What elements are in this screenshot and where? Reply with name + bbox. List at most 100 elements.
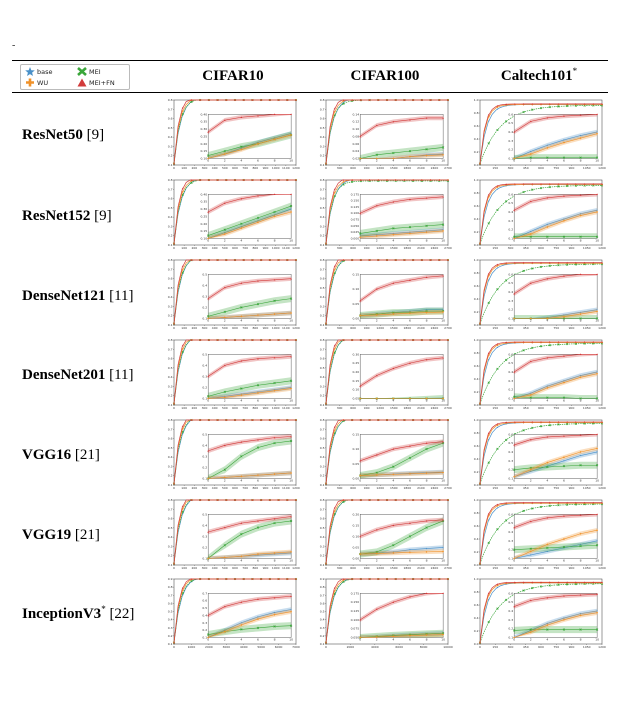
x-tick-label: 300: [202, 246, 208, 250]
main-point-mei-fn: [386, 259, 388, 261]
main-point-mei: [190, 579, 193, 583]
main-point-mei-fn: [190, 339, 193, 341]
x-tick-label: 1200: [292, 326, 300, 330]
x-tick-label: 800: [252, 246, 258, 250]
x-tick-label: 600: [232, 246, 238, 250]
inset-y-tick-label: 0.1: [508, 237, 513, 241]
inset-y-tick-label: 0.30: [200, 127, 207, 131]
main-point-mei: [342, 580, 345, 584]
main-point-mei: [557, 423, 560, 426]
inset-point-mei: [289, 439, 293, 443]
row-label-resnet152: ResNet152 [9]: [22, 208, 112, 224]
inset-point-mei: [513, 395, 516, 398]
main-point-mei-fn: [557, 581, 560, 583]
y-tick-label: 1.0: [474, 498, 479, 502]
main-point-mei-fn: [522, 501, 525, 504]
inset-y-tick-label: 0.1: [202, 397, 207, 401]
main-point-mei-fn: [251, 499, 254, 501]
inset-point-wu: [290, 312, 293, 314]
inset-point-base: [392, 550, 395, 553]
x-tick-label: 0: [325, 486, 327, 490]
inset-point-mei-fn: [223, 202, 226, 204]
main-point-mei: [565, 342, 569, 346]
y-tick-label: 0.4: [320, 535, 325, 539]
y-tick-label: 0.6: [474, 524, 479, 528]
main-point-mei-fn: [601, 183, 603, 185]
inset-line-mei: [360, 224, 444, 234]
main-point-mei-fn: [190, 499, 193, 501]
x-tick-label: 6000: [395, 645, 403, 649]
inset-point-mei: [375, 471, 378, 474]
inset-point-mei: [562, 628, 566, 631]
main-point-mei-fn: [325, 562, 327, 565]
y-tick-label: 0.4: [168, 618, 173, 622]
inset-point-mei-fn: [375, 528, 378, 531]
main-point-mei-fn: [540, 581, 542, 583]
y-tick-label: 0.7: [320, 107, 325, 111]
y-tick-label: 0.8: [474, 271, 479, 275]
chart-r2-c0: 0.10.20.30.40.50.60.70.80 100 200 300 400 500…: [168, 258, 300, 330]
y-tick-label: 0.4: [474, 616, 479, 620]
x-tick-label: 900: [364, 246, 370, 250]
main-point-mei-fn: [574, 581, 577, 583]
inset-point-mei: [546, 465, 549, 469]
x-tick-label: 1000: [272, 166, 280, 170]
inset-point-mei-fn: [223, 119, 226, 121]
inset-y-tick-label: 0.075: [351, 218, 360, 222]
inset-point-mei: [529, 628, 532, 631]
y-tick-label: 0.8: [168, 98, 173, 102]
main-point-mei-fn: [286, 578, 289, 580]
inset-line-wu: [208, 134, 292, 159]
inset-point-wu: [375, 157, 378, 160]
x-tick-label: 2100: [417, 486, 425, 490]
x-tick-label: 900: [263, 486, 269, 490]
x-tick-label: 200: [191, 326, 197, 330]
main-point-mei-fn: [601, 581, 603, 583]
main-point-mei-fn: [295, 99, 297, 101]
main-point-mei: [487, 222, 490, 225]
inset-x-tick-label: 10: [595, 479, 599, 483]
inset-line-wu: [360, 311, 444, 316]
inset-x-tick-label: 8: [274, 638, 276, 642]
y-tick-label: 0.1: [320, 483, 325, 487]
inset-point-mei: [425, 447, 428, 451]
main-point-mei-fn: [342, 179, 345, 181]
inset-point-mei-fn: [240, 522, 243, 524]
inset-x-tick-label: 4: [240, 239, 242, 243]
inset-y-tick-label: 0.05: [352, 545, 359, 549]
row-label-densenet121: DenseNet121 [11]: [22, 288, 134, 304]
main-point-mei: [583, 104, 586, 107]
inset-x-tick-label: 10: [595, 559, 599, 563]
x-tick-label: 200: [191, 406, 197, 410]
inset-y-tick-label: 0.10: [200, 237, 207, 241]
inset-line-mei-fn: [207, 356, 292, 377]
x-tick-label: 450: [523, 645, 529, 649]
inset-point-mei: [392, 227, 395, 230]
inset-point-mei-fn: [257, 598, 259, 600]
inset-point-wu: [596, 529, 599, 532]
x-tick-label: 500: [222, 326, 228, 330]
main-point-mei-fn: [368, 499, 371, 501]
inset-band-mei-fn: [208, 276, 292, 301]
inset-line-mei: [208, 205, 292, 236]
main-point-mei-fn: [268, 419, 271, 421]
main-point-mei: [504, 200, 508, 203]
x-tick-label: 8000: [420, 645, 428, 649]
inset-x-tick-label: 4: [240, 319, 242, 323]
inset-y-tick-label: 0.4: [508, 609, 513, 613]
inset-point-mei-fn: [392, 200, 395, 203]
main-point-mei: [548, 105, 551, 109]
main-point-mei-fn: [268, 179, 271, 181]
x-tick-label: 300: [508, 246, 514, 250]
inset-line-wu: [514, 133, 598, 159]
x-tick-label: 300: [508, 166, 514, 170]
inset-point-mei-fn: [579, 114, 582, 116]
main-point-mei-fn: [487, 592, 490, 594]
main-line-mei: [479, 263, 603, 324]
main-point-mei-fn: [513, 103, 516, 105]
main-point-mei-fn: [207, 339, 210, 341]
y-tick-label: 0.8: [474, 191, 479, 195]
x-tick-label: 1000: [272, 406, 280, 410]
inset-band-wu: [360, 632, 444, 638]
inset-x-tick-label: 6: [563, 159, 565, 163]
